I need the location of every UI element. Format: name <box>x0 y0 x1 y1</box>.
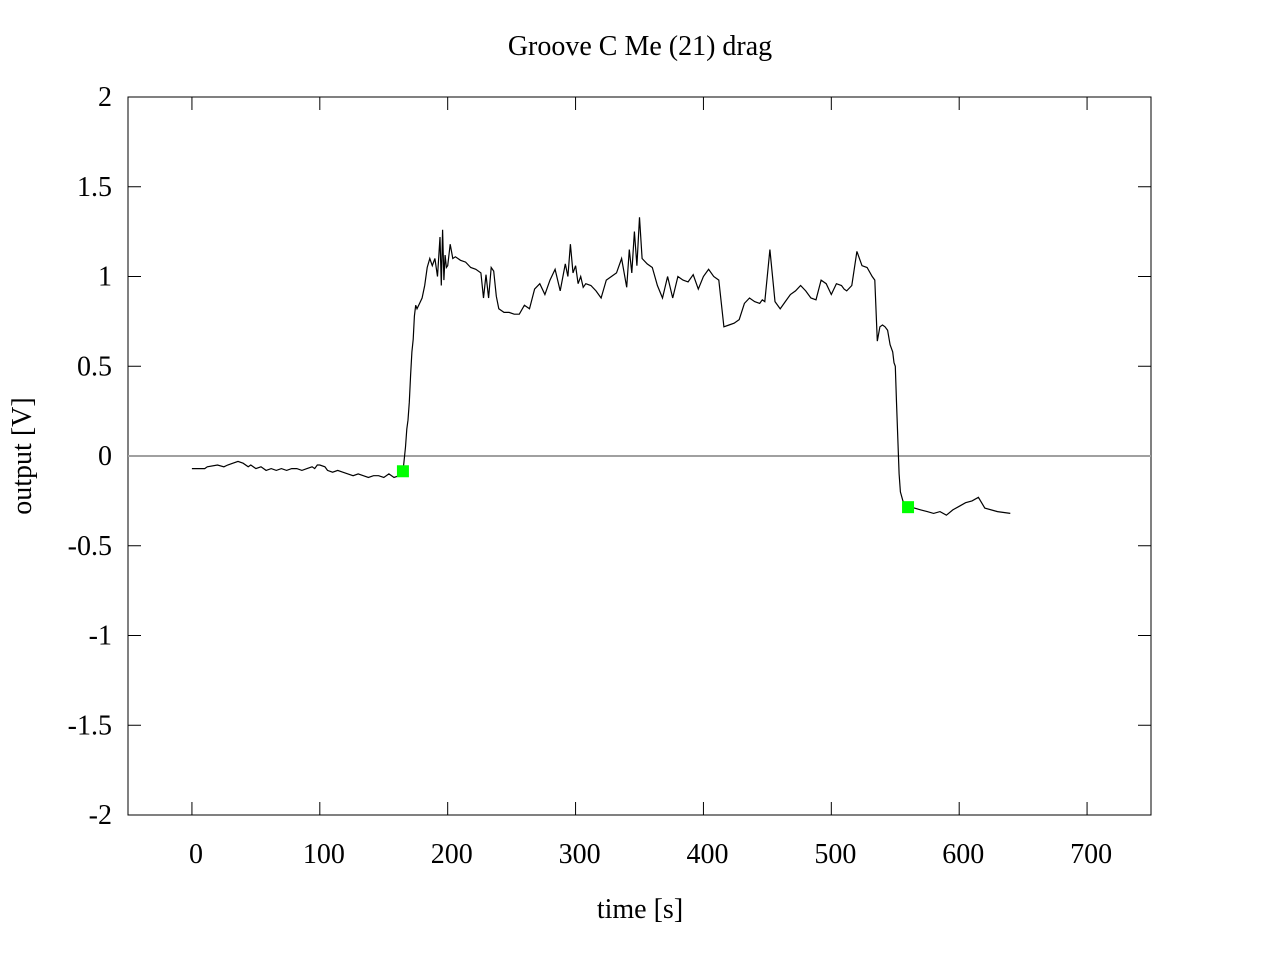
y-tick-label: 0 <box>98 441 112 472</box>
y-tick-label: 0.5 <box>77 351 112 382</box>
y-tick-label: 2 <box>98 82 112 113</box>
x-tick-label: 0 <box>189 839 203 870</box>
y-tick-label: 1 <box>98 262 112 293</box>
markers <box>397 465 914 513</box>
x-axis-label: time [s] <box>597 894 683 925</box>
y-tick-label: -2 <box>89 800 112 831</box>
marker-point <box>902 501 914 513</box>
chart-title: Groove C Me (21) drag <box>508 31 772 62</box>
x-tick-label: 300 <box>559 839 601 870</box>
series-line-output <box>192 217 1010 515</box>
x-tick-label: 700 <box>1070 839 1112 870</box>
x-tick-label: 600 <box>942 839 984 870</box>
y-axis-label: output [V] <box>7 397 38 514</box>
x-tick-label: 100 <box>303 839 345 870</box>
y-tick-label: 1.5 <box>77 172 112 203</box>
y-tick-label: -1 <box>89 621 112 652</box>
x-tick-label: 500 <box>814 839 856 870</box>
y-tick-label: -1.5 <box>68 710 112 741</box>
y-tick-label: -0.5 <box>68 531 112 562</box>
x-tick-label: 400 <box>686 839 728 870</box>
marker-point <box>397 465 409 477</box>
x-tick-label: 200 <box>431 839 473 870</box>
x-axis: 0 100 200 300 400 500 600 700 <box>189 97 1112 870</box>
